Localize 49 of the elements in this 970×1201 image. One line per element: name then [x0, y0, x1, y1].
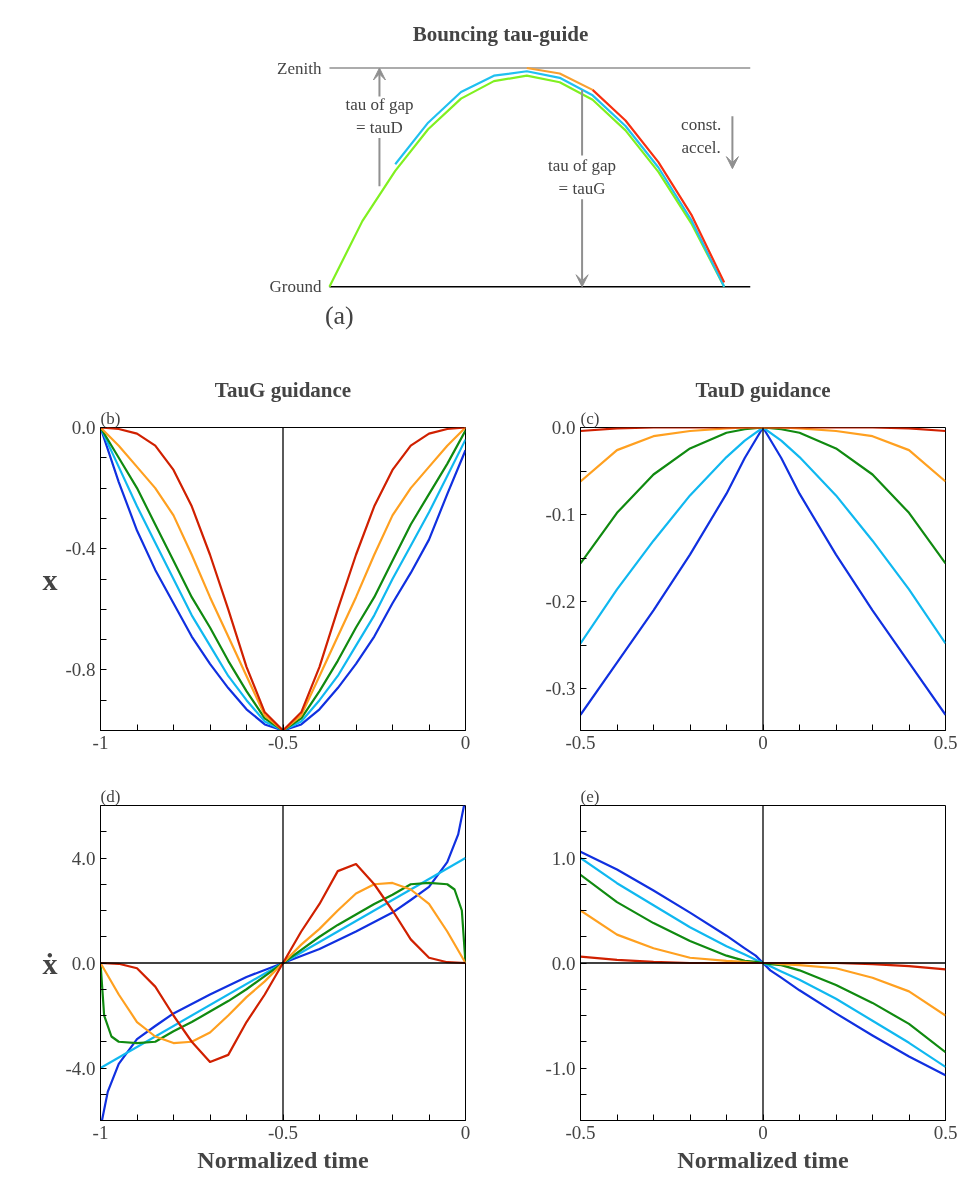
annotation: (b): [100, 408, 121, 428]
text: (d): [100, 786, 121, 806]
x-tick-label: -0.5: [565, 731, 596, 753]
annotation: tau of gap = tauD: [345, 95, 414, 138]
y-tick-label: -0.1: [545, 504, 576, 526]
annotation: const. accel.: [681, 114, 722, 157]
y-tick-label: -1.0: [545, 1057, 576, 1079]
x-tick-label: 0: [460, 1121, 471, 1143]
y-tick-label: 4.0: [71, 847, 96, 869]
line-series: [580, 427, 946, 645]
text: (e): [580, 786, 600, 806]
y-tick-label: -4.0: [65, 1057, 96, 1079]
x-axis-title: Normalized time: [197, 1146, 369, 1173]
x-tick-label: 0: [460, 731, 471, 753]
y-tick-label: -0.4: [65, 538, 96, 560]
ref-line-label: Ground: [269, 277, 322, 297]
x-tick-label: 0.5: [933, 1121, 958, 1143]
chart-title: TauD guidance: [695, 377, 831, 402]
line-series: [580, 427, 946, 565]
y-tick-label: 0.0: [71, 952, 96, 974]
x-tick-label: -0.5: [565, 1121, 596, 1143]
x-tick-label: 0.5: [933, 731, 958, 753]
chart-title: TauG guidance: [214, 377, 352, 402]
y-tick-label: 1.0: [551, 847, 576, 869]
y-tick-label: 0.0: [551, 952, 576, 974]
y-axis-title: ẋ: [42, 946, 58, 980]
y-tick-label: -0.3: [545, 678, 576, 700]
x-tick-label: 0: [758, 731, 768, 753]
line-series: [100, 427, 466, 731]
x-tick-label: -1: [92, 1121, 109, 1143]
y-tick-label: -0.2: [545, 591, 576, 613]
x-tick-label: -0.5: [267, 731, 299, 753]
x-tick-label: 0: [758, 1121, 768, 1143]
annotation: (c): [580, 408, 600, 428]
y-axis-title: x: [42, 562, 58, 596]
line-series: [100, 805, 466, 1121]
annotation: tau of gap = tauG: [548, 156, 617, 199]
y-tick-label: 0.0: [71, 417, 96, 438]
line-series: [100, 881, 466, 1045]
ref-line-label: Zenith: [277, 58, 322, 78]
y-tick-label: -0.8: [65, 659, 96, 681]
x-axis-title: Normalized time: [677, 1146, 849, 1173]
x-tick-label: -1: [92, 731, 109, 753]
line-series: [580, 873, 946, 1054]
x-tick-label: -0.5: [267, 1121, 299, 1143]
chart-title: Bouncing tau-guide: [412, 21, 589, 46]
line-series: [580, 909, 946, 1017]
y-tick-label: 0.0: [551, 417, 576, 438]
text: (a): [324, 300, 354, 330]
